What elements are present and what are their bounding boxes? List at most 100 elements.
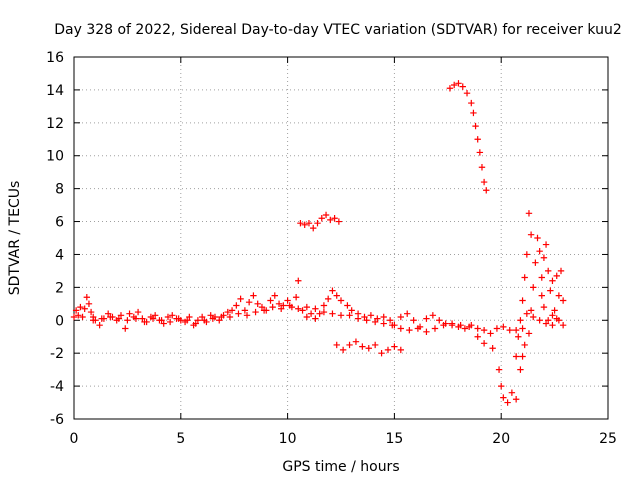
data-point xyxy=(440,322,447,329)
data-point xyxy=(525,210,533,217)
data-point xyxy=(538,274,545,281)
data-point xyxy=(474,325,481,332)
data-point xyxy=(85,300,93,308)
data-point xyxy=(207,312,214,319)
data-point xyxy=(271,292,278,299)
data-point xyxy=(506,326,513,334)
y-axis-label: SDTVAR / TECUs xyxy=(7,181,23,296)
data-point xyxy=(521,341,528,349)
y-tick-label: 12 xyxy=(46,116,64,132)
data-point xyxy=(303,303,311,311)
data-point xyxy=(555,292,563,299)
data-point xyxy=(519,325,526,332)
data-point xyxy=(544,317,552,324)
data-point xyxy=(429,312,437,319)
x-axis-label: GPS time / hours xyxy=(282,459,399,475)
data-point xyxy=(551,307,558,314)
data-point xyxy=(540,254,548,261)
data-point xyxy=(245,298,253,306)
data-point xyxy=(386,317,394,324)
data-point xyxy=(397,325,405,332)
data-point xyxy=(96,322,103,329)
data-point xyxy=(515,333,522,340)
data-point xyxy=(335,218,343,225)
data-point xyxy=(542,241,550,248)
data-point xyxy=(363,317,370,324)
data-point xyxy=(258,303,266,311)
data-point xyxy=(322,211,330,219)
data-point xyxy=(367,312,375,319)
data-point xyxy=(544,267,552,275)
data-point xyxy=(474,333,481,340)
data-point xyxy=(380,320,387,327)
y-tick-label: -6 xyxy=(50,412,64,428)
data-point xyxy=(397,313,405,321)
data-point xyxy=(404,310,411,317)
data-point xyxy=(160,320,167,327)
data-point xyxy=(98,315,105,322)
data-point xyxy=(459,83,466,90)
data-point xyxy=(465,323,473,331)
data-point xyxy=(474,136,481,143)
data-point xyxy=(500,323,507,331)
data-point xyxy=(478,164,486,171)
data-point xyxy=(365,345,372,352)
data-point xyxy=(384,346,392,354)
data-point xyxy=(436,317,443,324)
data-point xyxy=(480,178,488,186)
data-point xyxy=(295,277,302,284)
data-point xyxy=(397,346,405,354)
data-point xyxy=(374,315,381,322)
data-point xyxy=(269,303,276,311)
data-point xyxy=(90,317,97,324)
data-point xyxy=(549,322,556,329)
data-point xyxy=(523,310,531,317)
x-tick-label: 0 xyxy=(70,431,79,447)
x-axis: 0 5 10 15 20 25 xyxy=(70,57,617,447)
data-point xyxy=(275,300,283,308)
data-point xyxy=(472,122,479,130)
data-point xyxy=(166,318,174,326)
data-point xyxy=(371,318,379,326)
x-tick-label: 15 xyxy=(385,431,403,447)
data-point xyxy=(87,308,95,316)
x-tick-label: 20 xyxy=(492,431,510,447)
data-point xyxy=(329,287,336,294)
data-point xyxy=(532,259,539,266)
data-point xyxy=(547,287,554,294)
data-point xyxy=(307,310,315,317)
data-point xyxy=(508,389,516,396)
data-point xyxy=(134,308,142,316)
data-point xyxy=(284,297,291,304)
data-point xyxy=(523,251,531,258)
data-point xyxy=(487,330,494,337)
data-point xyxy=(312,315,319,322)
data-point xyxy=(346,312,353,319)
data-point xyxy=(158,317,165,324)
data-point xyxy=(104,310,112,317)
y-tick-label: 4 xyxy=(55,247,64,263)
data-point xyxy=(132,315,140,322)
data-point xyxy=(354,315,362,322)
data-point xyxy=(461,325,469,332)
data-point xyxy=(348,307,355,314)
data-point xyxy=(431,325,439,332)
data-point xyxy=(250,292,257,299)
data-point xyxy=(320,308,328,316)
data-point xyxy=(498,382,505,390)
data-point xyxy=(77,303,84,311)
y-tick-label: 0 xyxy=(55,313,64,329)
data-point xyxy=(446,85,454,92)
data-point xyxy=(333,292,340,299)
data-point xyxy=(457,322,464,329)
y-tick-label: 10 xyxy=(46,149,64,165)
data-point xyxy=(553,272,560,280)
data-point xyxy=(346,341,353,349)
data-point xyxy=(243,312,251,319)
data-point xyxy=(164,313,172,321)
data-point xyxy=(344,302,351,309)
data-point xyxy=(327,216,334,224)
data-point xyxy=(224,308,231,316)
data-point xyxy=(169,312,176,319)
